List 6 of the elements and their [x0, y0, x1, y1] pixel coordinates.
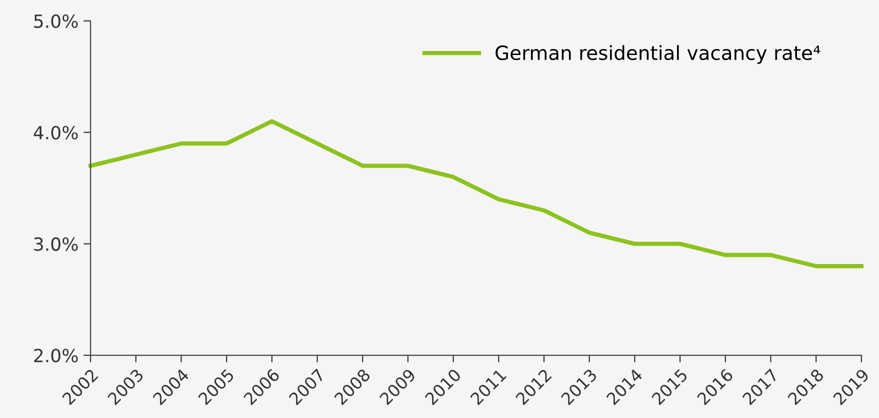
y-tick-label: 4.0%: [34, 126, 78, 140]
legend-label: German residential vacancy rate⁴: [496, 45, 820, 64]
y-tick-label: 5.0%: [34, 14, 78, 28]
y-tick-label: 3.0%: [34, 237, 78, 251]
y-tick-label: 2.0%: [34, 348, 78, 362]
line-series: [88, 119, 864, 268]
